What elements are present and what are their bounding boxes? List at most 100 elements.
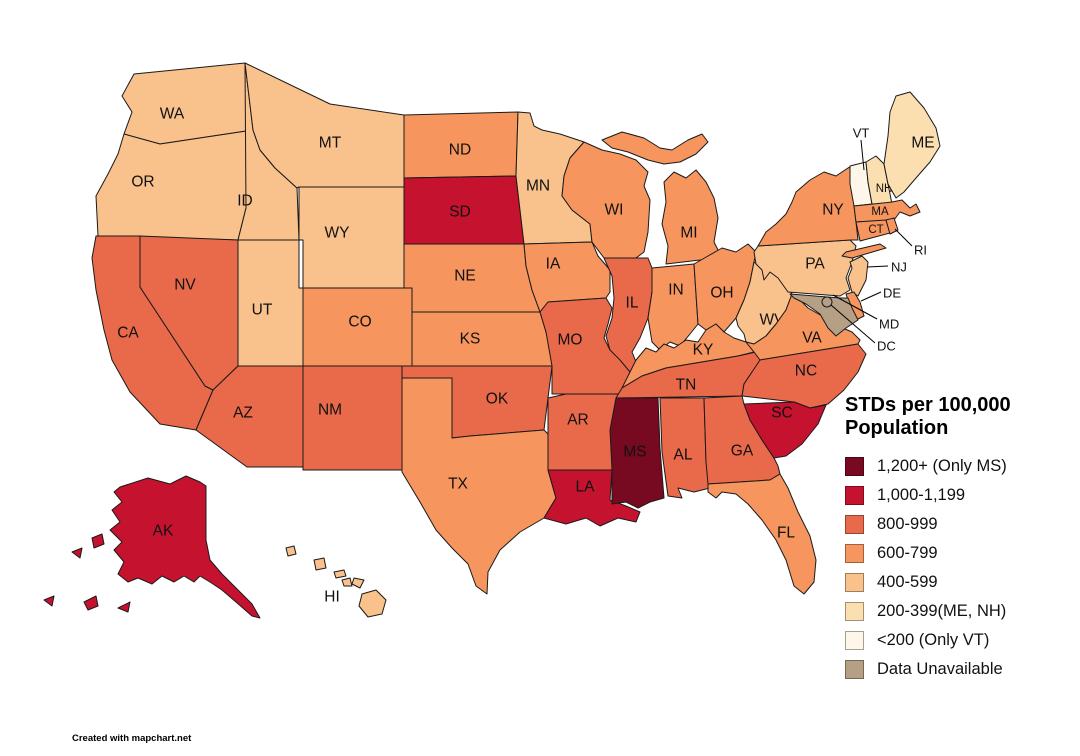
state-NH[interactable] (865, 155, 893, 205)
state-label-WA: WA (160, 106, 185, 123)
legend-items: 1,200+ (Only MS) 1,000-1,199 800-999 600-79… (845, 452, 1075, 684)
callout-label-NJ: NJ (891, 260, 907, 275)
state-MT[interactable] (244, 62, 405, 189)
state-LA[interactable] (543, 469, 641, 527)
state-TX[interactable] (401, 377, 557, 595)
state-MI[interactable] (601, 131, 709, 165)
state-WY[interactable] (298, 186, 405, 289)
state-label-NC: NC (795, 363, 817, 380)
state-label-NE: NE (454, 268, 476, 285)
state-label-KY: KY (693, 342, 714, 359)
state-label-AR: AR (567, 412, 589, 429)
state-AK[interactable] (71, 547, 83, 559)
state-label-NV: NV (174, 277, 196, 294)
state-AK[interactable] (117, 601, 131, 613)
attribution-text: Created with mapchart.net (72, 733, 192, 744)
state-label-WI: WI (605, 202, 624, 219)
callout-label-VT: VT (853, 126, 870, 141)
legend-item-label: <200 (Only VT) (877, 631, 990, 649)
legend-item: Data Unavailable (845, 655, 1075, 684)
legend-swatch-icon (845, 486, 864, 505)
callout-line-DE (860, 291, 882, 302)
state-label-MI: MI (680, 225, 697, 242)
state-label-HI: HI (324, 589, 340, 606)
state-NY[interactable] (757, 165, 859, 247)
legend-item: 800-999 (845, 510, 1075, 539)
state-HI[interactable] (313, 557, 327, 571)
state-AK[interactable] (109, 475, 261, 619)
callout-line-MD (832, 294, 878, 320)
legend-item: 200-399(ME, NH) (845, 597, 1075, 626)
state-HI[interactable] (333, 569, 347, 579)
state-HI[interactable] (358, 589, 387, 618)
legend-swatch-icon (845, 544, 864, 563)
state-HI[interactable] (341, 577, 353, 587)
state-MD[interactable] (789, 293, 859, 337)
state-IN[interactable] (647, 263, 699, 351)
state-DC[interactable] (821, 296, 833, 308)
state-label-ME: ME (911, 135, 934, 152)
callout-label-DC: DC (877, 339, 896, 354)
state-label-OR: OR (131, 174, 154, 191)
state-WA[interactable] (121, 62, 254, 145)
legend-item-label: 200-399(ME, NH) (877, 602, 1007, 620)
state-MS[interactable] (609, 397, 665, 509)
state-HI[interactable] (285, 545, 297, 557)
state-label-ND: ND (449, 142, 471, 159)
state-label-CO: CO (348, 314, 371, 331)
state-label-ID: ID (237, 193, 253, 210)
state-MI[interactable] (661, 169, 721, 265)
state-SC[interactable] (743, 401, 827, 459)
callout-line-NJ (866, 265, 889, 268)
state-label-AL: AL (674, 447, 693, 464)
state-label-MO: MO (558, 332, 583, 349)
legend-swatch-icon (845, 457, 864, 476)
legend-title: STDs per 100,000 Population (845, 394, 1011, 439)
state-label-OK: OK (486, 391, 509, 408)
state-label-NM: NM (318, 402, 342, 419)
state-label-PA: PA (805, 256, 825, 273)
state-AK[interactable] (83, 595, 99, 611)
legend-item: 1,200+ (Only MS) (845, 452, 1075, 481)
state-label-VA: VA (802, 330, 822, 347)
state-AK[interactable] (43, 595, 55, 607)
state-label-GA: GA (731, 443, 754, 460)
legend-item-label: 1,000-1,199 (877, 486, 966, 504)
state-label-TX: TX (448, 476, 468, 493)
state-NY[interactable] (841, 243, 887, 259)
state-GA[interactable] (703, 395, 781, 485)
callout-line-VT (860, 139, 865, 171)
state-label-CT: CT (868, 224, 883, 236)
state-label-TN: TN (676, 377, 697, 394)
state-label-LA: LA (576, 479, 596, 496)
state-FL[interactable] (707, 473, 817, 595)
state-label-IL: IL (626, 295, 639, 312)
callout-label-RI: RI (914, 243, 927, 258)
legend-swatch-icon (845, 573, 864, 592)
legend-item-label: 600-799 (877, 544, 938, 562)
state-AK[interactable] (91, 533, 105, 549)
legend-item: 600-799 (845, 539, 1075, 568)
legend-swatch-icon (845, 515, 864, 534)
state-label-MT: MT (319, 135, 342, 152)
state-OR[interactable] (95, 129, 254, 241)
legend-swatch-icon (845, 660, 864, 679)
state-WI[interactable] (561, 141, 651, 259)
legend-item: 1,000-1,199 (845, 481, 1075, 510)
state-KS[interactable] (411, 311, 553, 367)
state-RI[interactable] (885, 217, 899, 235)
state-label-AZ: AZ (233, 405, 253, 422)
state-label-NY: NY (822, 202, 844, 219)
legend-item: <200 (Only VT) (845, 626, 1075, 655)
state-label-WY: WY (325, 225, 350, 242)
state-HI[interactable] (351, 577, 365, 589)
state-label-AK: AK (153, 523, 174, 540)
legend-swatch-icon (845, 631, 864, 650)
state-label-MA: MA (871, 206, 889, 218)
state-NJ[interactable] (847, 255, 869, 297)
state-label-KS: KS (460, 331, 481, 348)
state-ME[interactable] (883, 91, 941, 199)
state-label-MN: MN (526, 178, 550, 195)
